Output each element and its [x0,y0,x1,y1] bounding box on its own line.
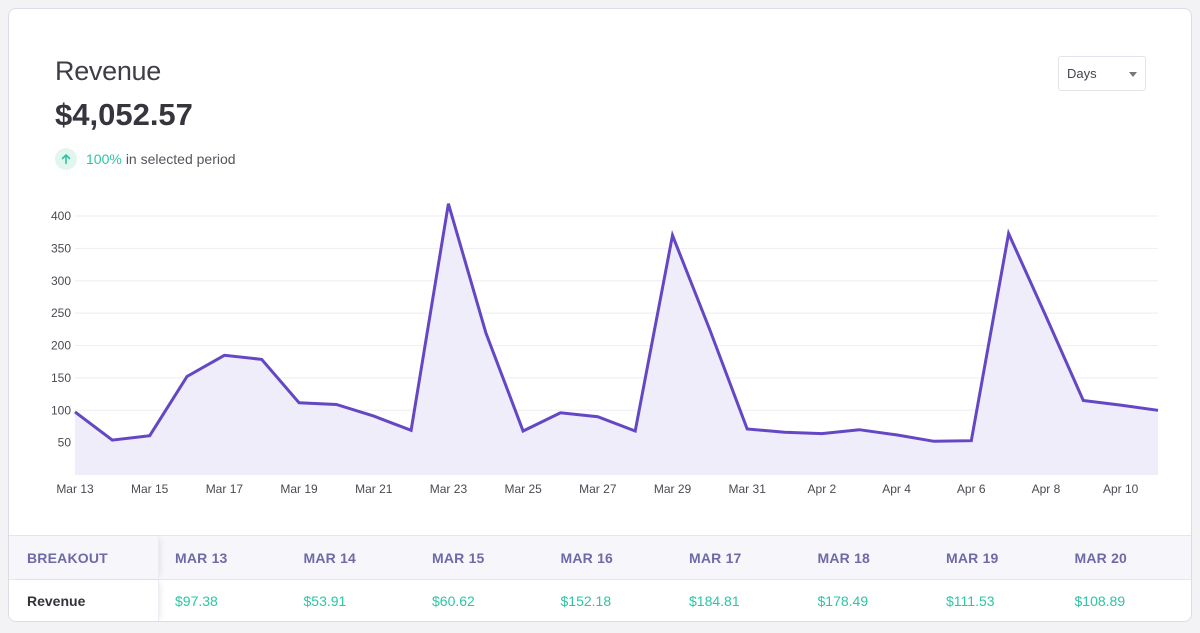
data-point [1007,231,1011,235]
data-point [110,438,114,442]
breakout-data-row: Revenue $97.38 $53.91 $60.62 $152.18 $184.81… [9,580,1191,621]
breakout-header-label: BREAKOUT [9,536,159,579]
data-point [334,402,338,406]
data-point [1156,408,1160,412]
x-tick-label: Mar 27 [579,482,617,496]
data-point [446,202,450,206]
y-tick-label: 150 [51,371,71,385]
revenue-area [75,203,1158,475]
revenue-chart: 50 100 150 200 250 300 350 400 Mar 13 Mar 15 Mar … [51,202,1160,496]
x-tick-label: Mar 19 [280,482,318,496]
y-tick-label: 50 [58,436,72,450]
data-point [820,432,824,436]
arrow-up-icon [55,148,77,170]
breakout-date-header: MAR 15 [432,549,485,566]
breakout-table: BREAKOUT MAR 13 MAR 14 MAR 15 MAR 16 MAR 17 M… [9,535,1191,621]
data-point [521,429,525,433]
revenue-card: Revenue $4,052.57 100% in selected perio… [8,8,1192,622]
data-point [857,428,861,432]
x-tick-label: Mar 29 [654,482,692,496]
revenue-total: $4,052.57 [55,97,193,132]
data-point [596,415,600,419]
data-point [745,427,749,431]
x-tick-label: Apr 2 [808,482,837,496]
breakout-value-cell: $152.18 [560,593,612,609]
data-point [1119,403,1123,407]
data-point [932,439,936,443]
x-tick-label: Mar 23 [430,482,468,496]
change-label: in selected period [125,151,236,167]
period-change: 100% in selected period [55,148,236,170]
breakout-date-header: MAR 19 [946,549,999,566]
breakout-date-header: MAR 17 [689,549,742,566]
breakout-date-header: MAR 18 [817,549,871,566]
x-tick-label: Apr 4 [882,482,911,496]
change-percent: 100% [86,151,122,167]
breakout-value-cell: $60.62 [432,593,475,609]
breakout-value-cell: $184.81 [689,593,740,609]
breakout-date-header: MAR 20 [1074,549,1128,566]
y-tick-label: 250 [51,306,71,320]
x-tick-label: Mar 25 [504,482,542,496]
x-tick-label: Mar 15 [131,482,169,496]
data-point [708,328,712,332]
data-point [73,410,77,414]
y-tick-label: 200 [51,339,71,353]
period-select-value: Days [1067,66,1097,81]
data-point [409,428,413,432]
y-tick-label: 100 [51,403,71,417]
breakout-value-cell: $97.38 [175,593,218,609]
breakout-value-cell: $108.89 [1074,593,1126,609]
x-tick-label: Apr 10 [1103,482,1139,496]
data-point [1081,399,1085,403]
breakout-header-row: BREAKOUT MAR 13 MAR 14 MAR 15 MAR 16 MAR 17 M… [9,536,1191,580]
x-tick-label: Apr 8 [1032,482,1061,496]
period-select[interactable]: Days [1058,56,1146,91]
x-tick-label: Mar 17 [206,482,244,496]
data-point [558,411,562,415]
breakout-value-cell: $111.53 [946,593,995,609]
revenue-line [74,203,1159,443]
data-point [484,331,488,335]
data-point [222,353,226,357]
data-point [372,414,376,418]
y-tick-label: 350 [51,241,71,255]
x-tick-label: Apr 6 [957,482,986,496]
data-point [148,434,152,438]
data-point [1044,314,1048,318]
breakout-date-header: MAR 14 [303,549,357,566]
data-point [969,439,973,443]
breakout-date-header: MAR 16 [560,549,614,566]
data-point [895,433,899,437]
data-point [633,429,637,433]
x-tick-label: Mar 31 [729,482,767,496]
data-point [297,401,301,405]
breakout-row-label: Revenue [9,580,159,621]
caret-down-icon [1129,72,1137,77]
y-tick-label: 300 [51,274,71,288]
breakout-date-header: MAR 13 [175,549,228,566]
y-tick-label: 400 [51,209,71,223]
data-point [260,357,264,361]
page-title: Revenue [55,56,161,86]
breakout-value-cell: $53.91 [303,593,347,609]
breakout-value-cell: $178.49 [817,593,869,609]
data-point [185,374,189,378]
x-tick-label: Mar 21 [355,482,393,496]
data-point [671,233,675,237]
x-tick-label: Mar 13 [56,482,94,496]
data-point [783,430,787,434]
